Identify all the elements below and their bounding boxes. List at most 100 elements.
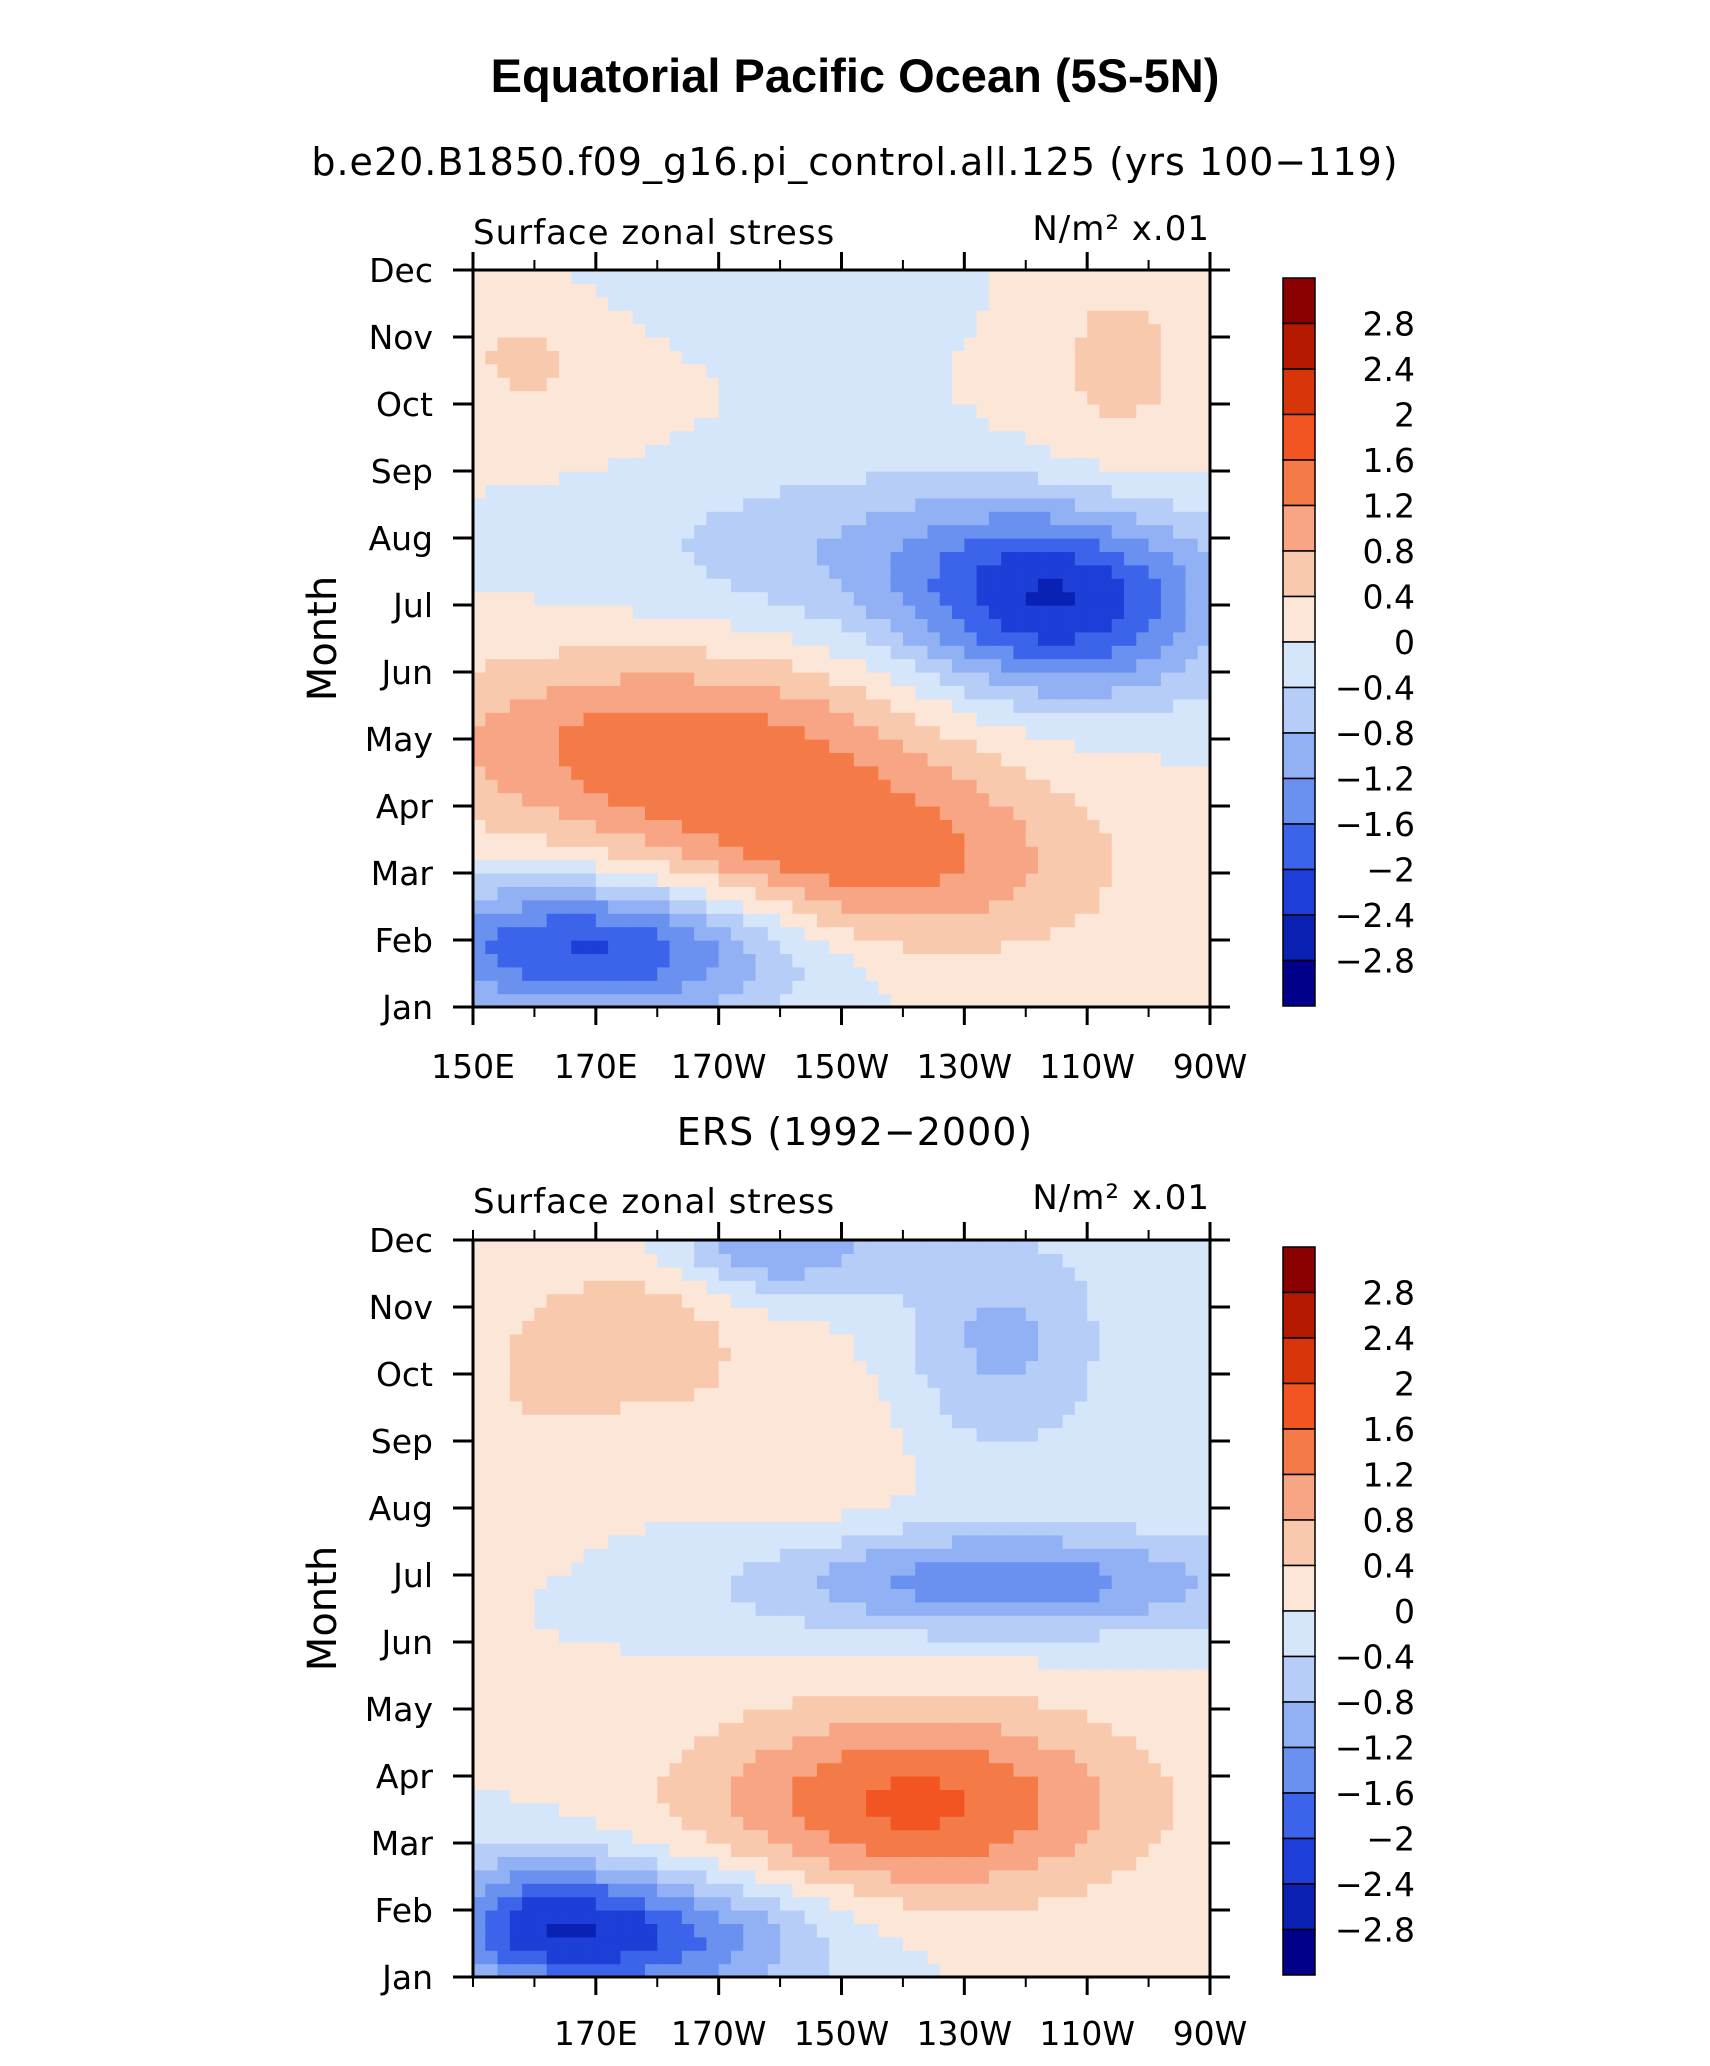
field-cell [915, 685, 928, 699]
field-cell [792, 779, 805, 793]
field-cell [571, 672, 584, 686]
field-cell [756, 1749, 769, 1763]
field-cell [522, 1856, 535, 1870]
field-cell [633, 1749, 646, 1763]
field-cell [1149, 927, 1162, 941]
field-cell [719, 1910, 732, 1924]
field-cell [657, 833, 670, 847]
field-cell [1173, 270, 1186, 284]
field-cell [1173, 940, 1186, 954]
field-cell [756, 511, 769, 525]
field-cell [620, 1897, 633, 1911]
field-cell [510, 819, 523, 833]
field-cell [694, 1374, 707, 1388]
field-cell [903, 659, 916, 673]
field-cell [1026, 726, 1039, 740]
field-cell [1063, 833, 1076, 847]
field-cell [1050, 726, 1063, 740]
field-cell [559, 498, 572, 512]
field-cell [559, 752, 572, 766]
field-cell [891, 364, 904, 378]
field-cell [633, 1280, 646, 1294]
field-cell [1013, 806, 1026, 820]
field-cell [571, 752, 584, 766]
field-cell [743, 659, 756, 673]
field-cell [682, 1843, 695, 1857]
field-cell [473, 1347, 486, 1361]
field-cell [559, 1387, 572, 1401]
field-cell [510, 1803, 523, 1817]
field-cell [596, 1870, 609, 1884]
field-cell [670, 417, 683, 431]
field-cell [522, 1588, 535, 1602]
field-cell [842, 632, 855, 646]
field-cell [596, 605, 609, 619]
field-cell [768, 417, 781, 431]
field-cell [780, 953, 793, 967]
field-cell [1063, 913, 1076, 927]
field-cell [510, 1696, 523, 1710]
field-cell [1063, 779, 1076, 793]
field-cell [620, 766, 633, 780]
field-cell [977, 846, 990, 860]
field-cell [473, 685, 486, 699]
field-cell [842, 766, 855, 780]
field-cell [731, 873, 744, 887]
field-cell [854, 297, 867, 311]
field-cell [571, 1575, 584, 1589]
field-cell [768, 819, 781, 833]
field-cell [1026, 940, 1039, 954]
field-cell [510, 1615, 523, 1629]
field-cell [989, 391, 1002, 405]
field-cell [977, 270, 990, 284]
field-cell [1075, 645, 1088, 659]
field-cell [1136, 484, 1149, 498]
field-cell [940, 980, 953, 994]
field-cell [829, 726, 842, 740]
field-cell [473, 1374, 486, 1388]
field-cell [964, 498, 977, 512]
field-cell [694, 391, 707, 405]
field-cell [547, 417, 560, 431]
field-cell [731, 1588, 744, 1602]
field-cell [522, 538, 535, 552]
field-cell [756, 1575, 769, 1589]
field-cell [706, 1655, 719, 1669]
field-cell [1050, 283, 1063, 297]
field-cell [805, 605, 818, 619]
field-cell [1149, 283, 1162, 297]
field-cell [559, 1937, 572, 1951]
field-cell [743, 1642, 756, 1656]
field-cell [805, 404, 818, 418]
field-cell [977, 953, 990, 967]
field-cell [522, 967, 535, 981]
field-cell [719, 471, 732, 485]
field-cell [596, 1562, 609, 1576]
field-cell [473, 538, 486, 552]
field-cell [584, 1789, 597, 1803]
field-cell [485, 391, 498, 405]
field-cell [805, 458, 818, 472]
field-cell [633, 1441, 646, 1455]
field-cell [842, 793, 855, 807]
field-cell [608, 377, 621, 391]
field-cell [559, 551, 572, 565]
field-cell [1050, 927, 1063, 941]
field-cell [1050, 793, 1063, 807]
field-cell [596, 967, 609, 981]
field-cell [1013, 833, 1026, 847]
field-cell [780, 1307, 793, 1321]
field-cell [1185, 310, 1198, 324]
colorbar-box [1283, 551, 1315, 597]
field-cell [719, 699, 732, 713]
field-cell [878, 833, 891, 847]
field-cell [792, 659, 805, 673]
field-cell [657, 752, 670, 766]
field-cell [805, 1830, 818, 1844]
field-cell [977, 471, 990, 485]
field-cell [1173, 283, 1186, 297]
field-cell [891, 967, 904, 981]
field-cell [645, 1629, 658, 1643]
field-cell [645, 1870, 658, 1884]
